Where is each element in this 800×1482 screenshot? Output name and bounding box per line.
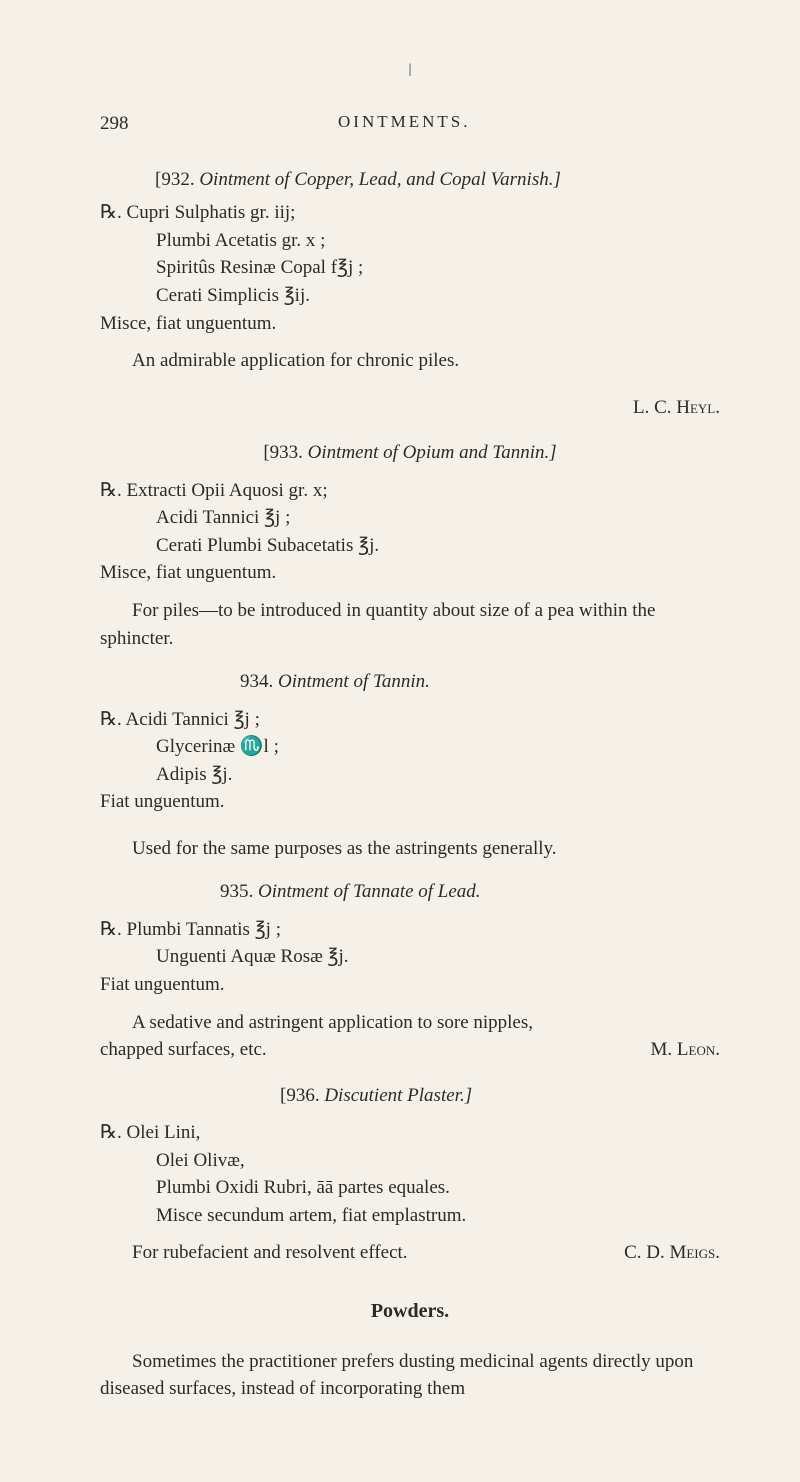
- ingredient: Acidi Tannici ℥j ;: [126, 709, 260, 730]
- rx-symbol: ℞.: [100, 709, 122, 730]
- note-text: For rubefacient and resolvent effect.: [100, 1239, 408, 1267]
- closing-line: Misce, fiat unguentum.: [100, 310, 720, 338]
- rx-line-932: ℞. Cupri Sulphatis gr. iij;: [100, 199, 720, 227]
- recipe-name: Ointment of Tannate of Lead.: [258, 881, 481, 902]
- top-mark: |: [100, 60, 720, 80]
- closing-line: Fiat unguentum.: [100, 971, 720, 999]
- recipe-name: Ointment of Copper, Lead, and Copal Varn…: [199, 169, 561, 190]
- rx-symbol: ℞.: [100, 202, 122, 223]
- ingredient: Acidi Tannici ℥j ;: [156, 504, 720, 532]
- closing-line: Misce secundum artem, fiat emplastrum.: [156, 1202, 720, 1230]
- rx-line-935: ℞. Plumbi Tannatis ℥j ;: [100, 916, 720, 944]
- rx-line-936: ℞. Olei Lini,: [100, 1119, 720, 1147]
- ingredient: Olei Olivæ,: [156, 1147, 720, 1175]
- recipe-title-932: [932. Ointment of Copper, Lead, and Copa…: [100, 166, 720, 194]
- note-attr-row: A sedative and astringent application to…: [100, 1009, 720, 1064]
- ingredient: Plumbi Tannatis ℥j ;: [127, 919, 281, 940]
- rx-symbol: ℞.: [100, 919, 122, 940]
- note-attr-row: For rubefacient and resolvent effect. C.…: [100, 1239, 720, 1267]
- header-title: OINTMENTS.: [338, 110, 470, 138]
- closing-line: Fiat unguentum.: [100, 788, 720, 816]
- attribution: L. C. Heyl.: [100, 394, 720, 422]
- ingredient: Cerati Plumbi Subacetatis ℥j.: [156, 532, 720, 560]
- attribution: M. Leon.: [651, 1036, 720, 1064]
- ingredient: Unguenti Aquæ Rosæ ℥j.: [156, 943, 720, 971]
- recipe-num: 934.: [240, 671, 273, 692]
- ingredient: Olei Lini,: [127, 1122, 201, 1143]
- rx-symbol: ℞.: [100, 480, 122, 501]
- page-number: 298: [100, 110, 129, 138]
- powders-text: Sometimes the practitioner prefers dusti…: [100, 1348, 720, 1403]
- ingredient: Plumbi Acetatis gr. x ;: [156, 227, 720, 255]
- ingredient: Cupri Sulphatis gr. iij;: [127, 202, 296, 223]
- ingredient: Cerati Simplicis ℥ij.: [156, 282, 720, 310]
- recipe-name: Discutient Plaster.]: [324, 1085, 472, 1106]
- recipe-title-934: 934. Ointment of Tannin.: [100, 668, 720, 696]
- recipe-name: Ointment of Opium and Tannin.]: [308, 442, 557, 463]
- recipe-num: [936.: [280, 1085, 320, 1106]
- ingredient: Adipis ℥j.: [156, 761, 720, 789]
- rx-line-934: ℞. Acidi Tannici ℥j ;: [100, 706, 720, 734]
- powders-heading: Powders.: [100, 1297, 720, 1326]
- recipe-title-935: 935. Ointment of Tannate of Lead.: [100, 878, 720, 906]
- ingredient: Plumbi Oxidi Rubri, āā partes equales.: [156, 1174, 720, 1202]
- note-text: Used for the same purposes as the astrin…: [100, 835, 720, 863]
- note-text: An admirable application for chronic pil…: [100, 347, 720, 375]
- recipe-num: [932.: [155, 169, 195, 190]
- page-header: 298 OINTMENTS.: [100, 110, 720, 138]
- recipe-title-933: [933. Ointment of Opium and Tannin.]: [100, 439, 720, 467]
- rx-symbol: ℞.: [100, 1122, 122, 1143]
- recipe-title-936: [936. Discutient Plaster.]: [100, 1082, 720, 1110]
- closing-line: Misce, fiat unguentum.: [100, 559, 720, 587]
- ingredient: Extracti Opii Aquosi gr. x;: [127, 480, 328, 501]
- ingredient: Spiritûs Resinæ Copal f℥j ;: [156, 254, 720, 282]
- recipe-name: Ointment of Tannin.: [278, 671, 430, 692]
- header-spacer: [680, 110, 720, 138]
- recipe-num: [933.: [263, 442, 303, 463]
- rx-line-933: ℞. Extracti Opii Aquosi gr. x;: [100, 477, 720, 505]
- document-page: | 298 OINTMENTS. [932. Ointment of Coppe…: [0, 0, 800, 1482]
- recipe-num: 935.: [220, 881, 253, 902]
- note-text: For piles—to be introduced in quantity a…: [100, 597, 720, 652]
- ingredient: Glycerinæ ♏l ;: [156, 733, 720, 761]
- note-text: A sedative and astringent application to…: [100, 1009, 580, 1064]
- attribution: C. D. Meigs.: [624, 1239, 720, 1267]
